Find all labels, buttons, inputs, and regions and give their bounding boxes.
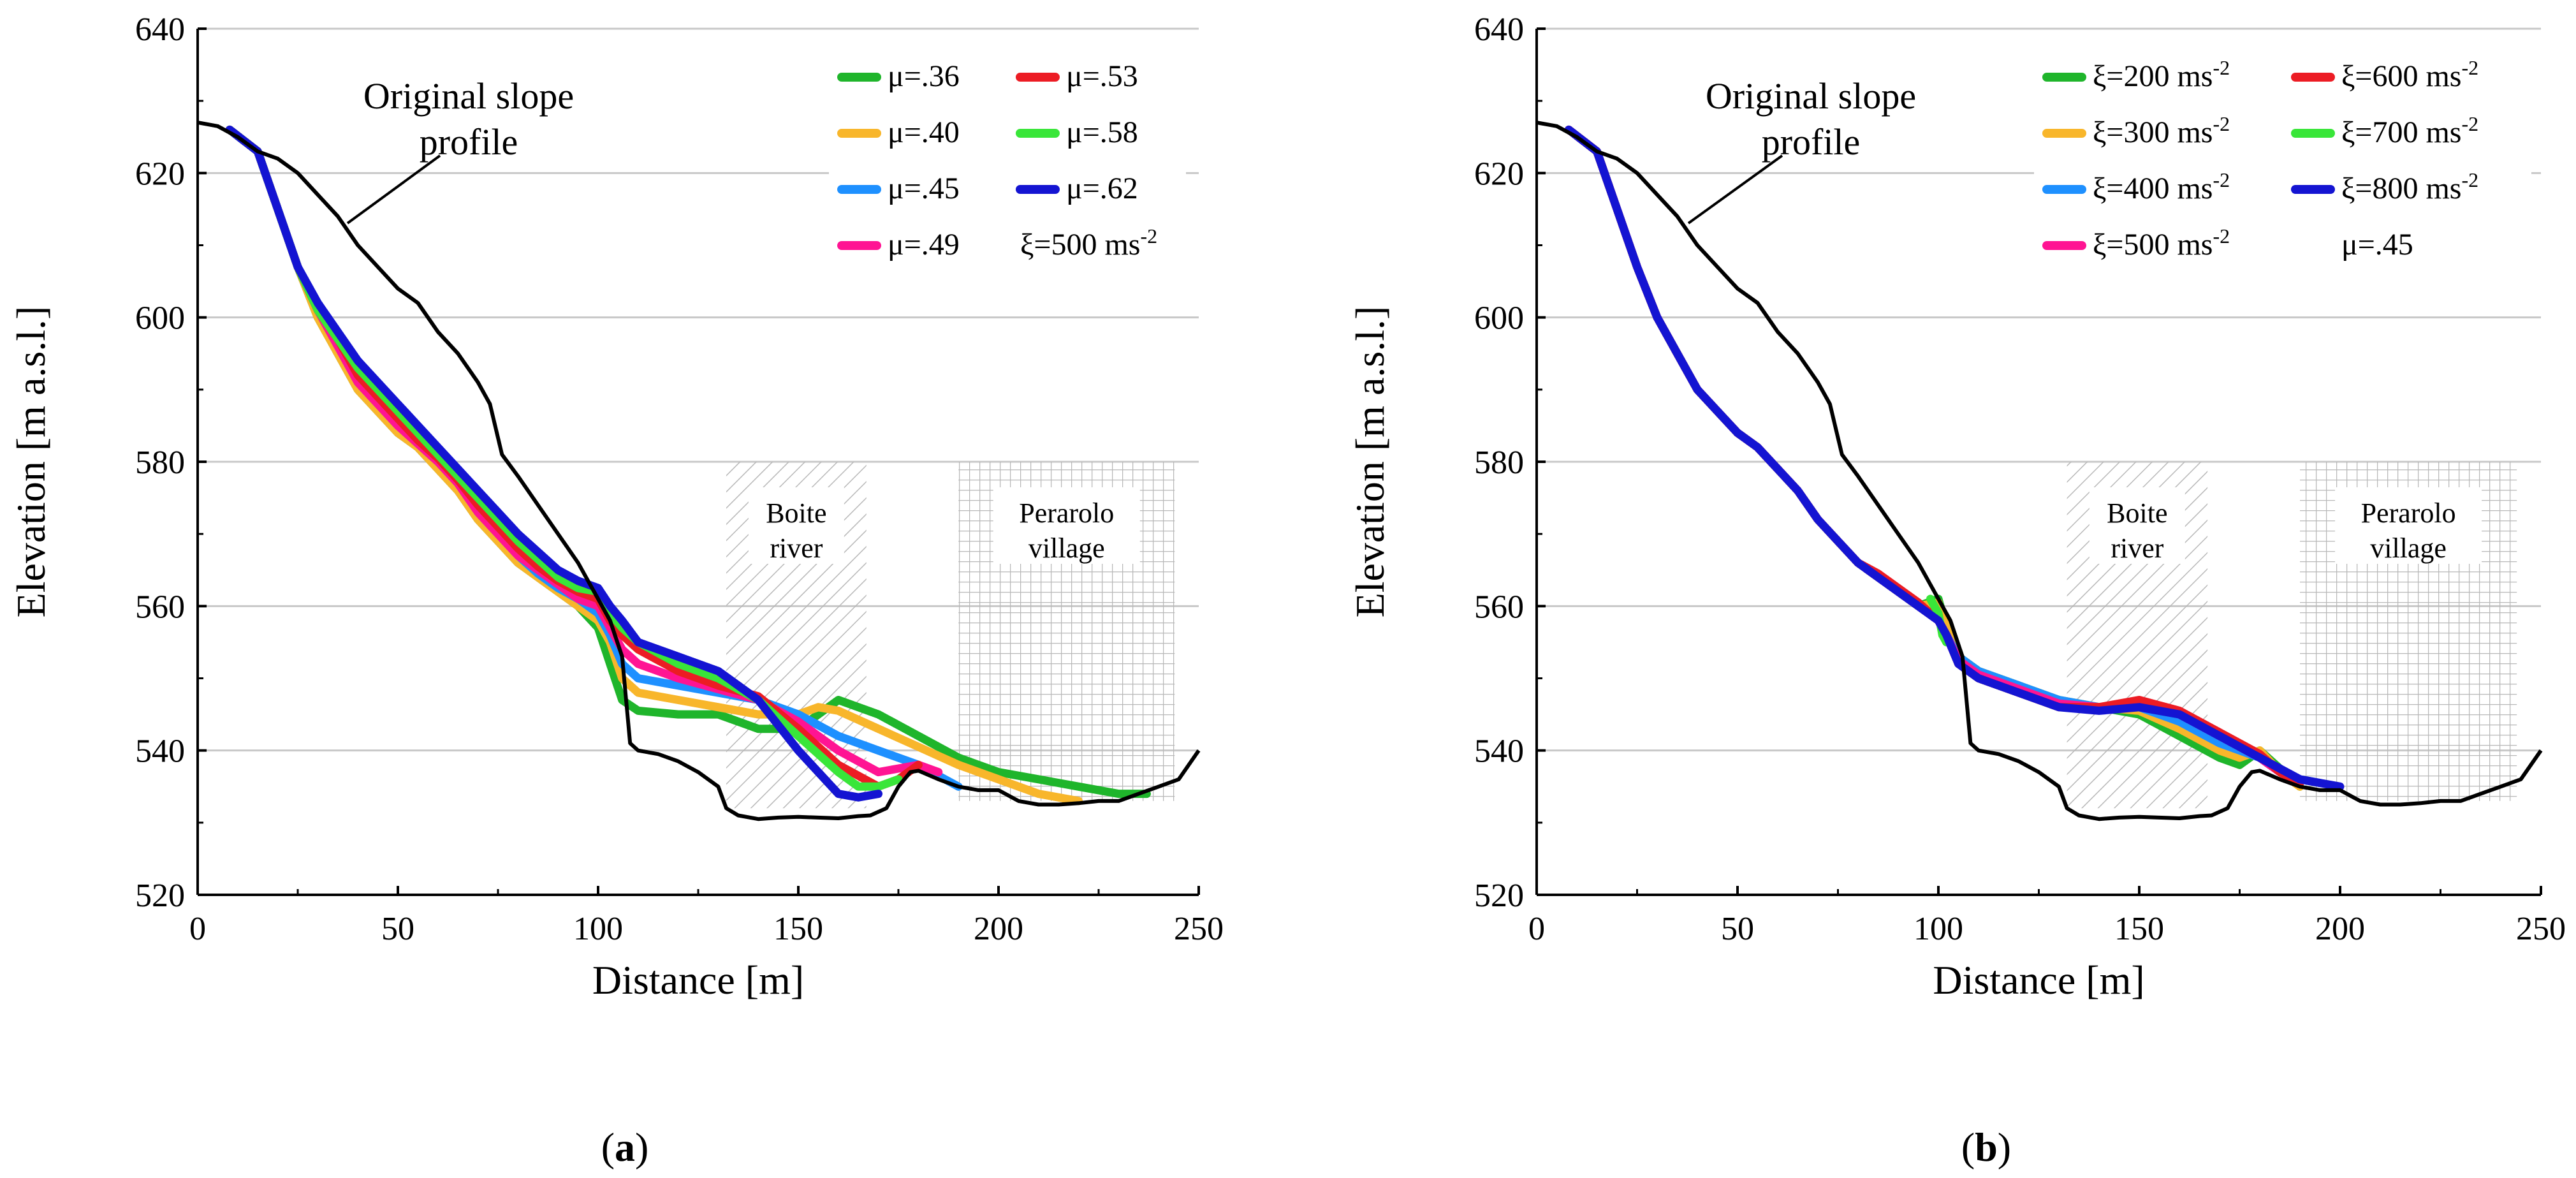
panel-b-y-tick-label-560: 560 xyxy=(1474,589,1524,625)
panel-b-annotation-line-1: profile xyxy=(1762,121,1861,163)
panel-b-boite-label-line-0: Boite xyxy=(2107,497,2167,529)
panel-a-annotation-line-1: profile xyxy=(420,121,518,163)
panel-a-legend-note: ξ=500 ms-2 xyxy=(1020,225,1157,261)
panel-b-y-tick-label-520: 520 xyxy=(1474,878,1524,914)
panel-a-annotation-line-0: Original slope xyxy=(363,75,574,117)
panel-a-perarolo-label-line-0: Perarolo xyxy=(1019,497,1114,529)
panel-b-x-tick-label-0: 0 xyxy=(1528,911,1545,947)
panel-b-annotation-line-0: Original slope xyxy=(1706,75,1916,117)
panel-b-legend-note: μ=.45 xyxy=(2341,228,2413,261)
panel-a-boite-label-bg xyxy=(748,487,844,564)
panel-b-perarolo-label-bg xyxy=(2335,487,2482,564)
panel-a-label: (a) xyxy=(601,1124,649,1170)
panel-b-legend-label-4: ξ=600 ms-2 xyxy=(2341,56,2478,93)
panel-b-x-axis-title: Distance [m] xyxy=(1933,957,2144,1003)
panel-b-legend-label-sup-5: -2 xyxy=(2461,112,2478,135)
panel-a-chart: Boite river Perarolo village 520 540 560 580 600… xyxy=(8,11,1224,1003)
panel-b-y-tick-label-600: 600 xyxy=(1474,300,1524,337)
panel-a-legend-label-5: μ=.58 xyxy=(1066,115,1138,149)
panel-a-x-tick-label-100: 100 xyxy=(573,911,623,947)
panel-a-x-tick-label-150: 150 xyxy=(773,911,823,947)
panel-a-x-tick-label-50: 50 xyxy=(381,911,414,947)
panel-a-y-tick-label-620: 620 xyxy=(135,156,185,192)
panel-a-boite-label-line-1: river xyxy=(770,533,823,564)
panel-b-original-profile-line xyxy=(1536,121,2543,821)
panel-a-perarolo-label-line-1: village xyxy=(1028,533,1105,564)
panel-b-annotation-pointer xyxy=(1687,154,1783,225)
panel-a-boite-label-line-0: Boite xyxy=(766,497,826,529)
panel-b-legend-label-6: ξ=800 ms-2 xyxy=(2341,168,2478,205)
panel-b-y-tick-label-620: 620 xyxy=(1474,156,1524,192)
panel-a-legend-label-0: μ=.36 xyxy=(888,59,960,93)
panel-a-legend-note-sup: -2 xyxy=(1140,225,1157,247)
panel-b-label: (b) xyxy=(1961,1124,2011,1170)
panel-b-legend-label-sup-6: -2 xyxy=(2461,168,2478,191)
panel-b-legend-label-2: ξ=400 ms-2 xyxy=(2093,168,2230,205)
panel-b-perarolo-label-line-0: Perarolo xyxy=(2361,497,2456,529)
panel-b-x-tick-label-200: 200 xyxy=(2315,911,2365,947)
panel-a-legend-label-2: μ=.45 xyxy=(888,172,960,205)
panel-b-legend-label-sup-0: -2 xyxy=(2213,56,2230,79)
panel-a-y-tick-label-520: 520 xyxy=(135,878,185,914)
panel-b-perarolo-label-line-1: village xyxy=(2370,533,2447,564)
panel-a-y-tick-label-600: 600 xyxy=(135,300,185,337)
panel-b-legend-box xyxy=(2034,51,2531,288)
panel-a-y-tick-label-580: 580 xyxy=(135,445,185,481)
panel-b-legend-label-3: ξ=500 ms-2 xyxy=(2093,225,2230,261)
panel-a-x-axis-title: Distance [m] xyxy=(592,957,804,1003)
panel-b-x-tick-label-250: 250 xyxy=(2516,911,2566,947)
panel-b-legend-label-sup-4: -2 xyxy=(2461,56,2478,79)
panel-b-series-line-6 xyxy=(1564,125,2345,791)
panel-a-series-line-6 xyxy=(225,125,883,802)
panel-b-y-axis-title: Elevation [m a.s.l.] xyxy=(1347,306,1393,618)
panel-a-legend-label-1: μ=.40 xyxy=(888,115,960,149)
panel-b-x-tick-label-150: 150 xyxy=(2114,911,2164,947)
panel-a-original-profile-line xyxy=(197,121,1201,821)
panel-a-annotation-pointer xyxy=(346,154,441,225)
panel-b-legend-label-sup-1: -2 xyxy=(2213,112,2230,135)
panel-a-legend-label-4: μ=.53 xyxy=(1066,59,1138,93)
panel-a-legend-label-6: μ=.62 xyxy=(1066,172,1138,205)
panel-a-y-tick-label-540: 540 xyxy=(135,733,185,770)
panel-b-legend-label-sup-2: -2 xyxy=(2213,168,2230,191)
panel-b-chart: Boite river Perarolo village 520 540 560 580 600… xyxy=(1347,11,2566,1003)
panel-a-x-tick-label-0: 0 xyxy=(189,911,206,947)
panel-a-legend-box xyxy=(829,51,1186,288)
panel-a-y-axis-title: Elevation [m a.s.l.] xyxy=(8,306,54,618)
panel-b-legend-label-1: ξ=300 ms-2 xyxy=(2093,112,2230,149)
panel-a-x-tick-label-250: 250 xyxy=(1174,911,1224,947)
panel-a-perarolo-label-bg xyxy=(993,487,1140,564)
panel-a-x-tick-label-200: 200 xyxy=(974,911,1023,947)
panel-b-legend-label-sup-3: -2 xyxy=(2213,225,2230,247)
panel-a-y-tick-label-640: 640 xyxy=(135,11,185,48)
panel-b-legend-label-5: ξ=700 ms-2 xyxy=(2341,112,2478,149)
panel-b-boite-label-bg xyxy=(2089,487,2185,564)
panel-b-y-tick-label-540: 540 xyxy=(1474,733,1524,770)
panel-b-boite-label-line-1: river xyxy=(2111,533,2163,564)
panel-b-y-tick-label-580: 580 xyxy=(1474,445,1524,481)
panel-b-x-tick-label-50: 50 xyxy=(1721,911,1754,947)
panel-b-y-tick-label-640: 640 xyxy=(1474,11,1524,48)
panel-a-y-tick-label-560: 560 xyxy=(135,589,185,625)
panel-b-legend-label-0: ξ=200 ms-2 xyxy=(2093,56,2230,93)
panel-a-legend-label-3: μ=.49 xyxy=(888,228,960,261)
panel-b-x-tick-label-100: 100 xyxy=(1914,911,1963,947)
